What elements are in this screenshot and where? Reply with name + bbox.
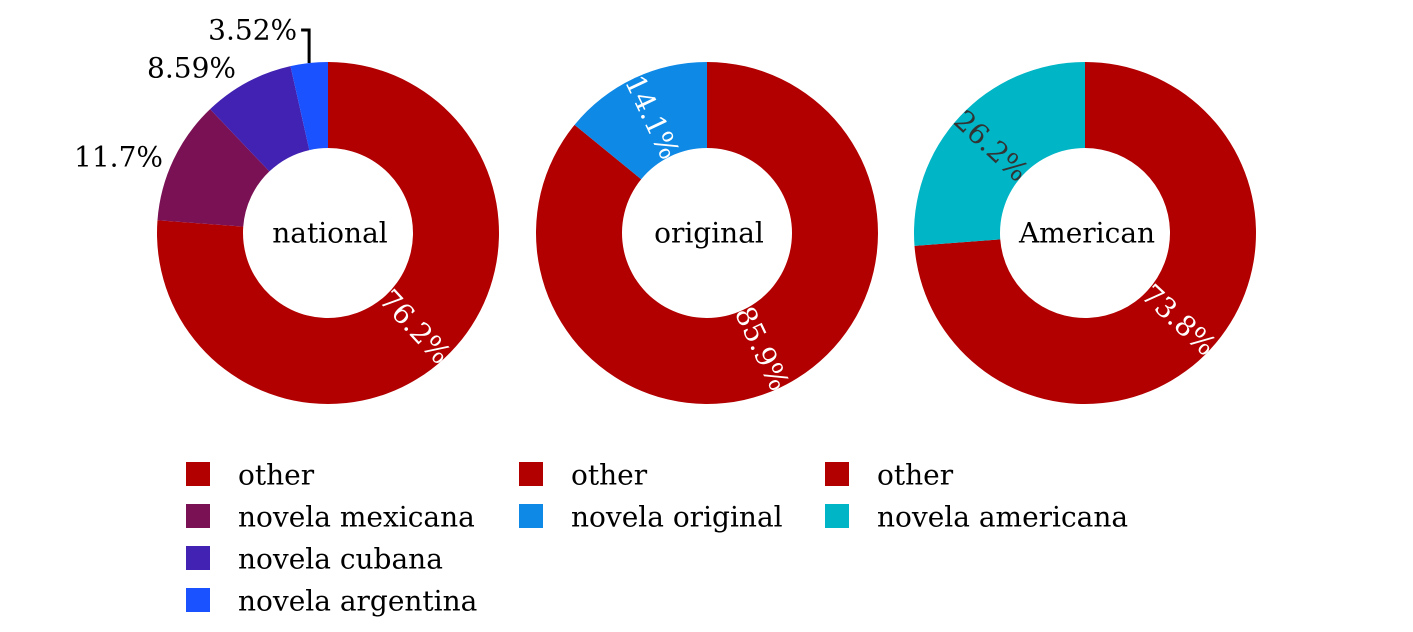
legend-swatch-2-0: [825, 462, 849, 486]
donut-slice-1-1: [574, 62, 707, 180]
donut-slice-2-1: [914, 62, 1085, 246]
donut-center-label-0: national: [272, 217, 388, 250]
legend-label-2-0: other: [877, 459, 954, 492]
legend-swatch-1-1: [519, 504, 543, 528]
donut-slice-0-2: [210, 66, 310, 172]
slice-value-label-0-1: 11.7%: [74, 141, 163, 174]
legend-swatch-0-3: [186, 588, 210, 612]
donut-slice-0-1: [157, 109, 270, 227]
legend-label-0-1: novela mexicana: [238, 501, 475, 534]
donut-slice-2-0: [914, 62, 1256, 404]
leader-line-0-3: [301, 28, 311, 63]
legend-label-0-3: novela argentina: [238, 585, 477, 618]
legend-swatch-2-1: [825, 504, 849, 528]
slice-value-label-0-2: 8.59%: [147, 52, 236, 85]
donut-slice-1-0: [536, 62, 878, 405]
legend-label-0-2: novela cubana: [238, 543, 443, 576]
donut-center-label-2: American: [1018, 217, 1155, 250]
legend-label-0-0: other: [238, 459, 315, 492]
donut-slice-0-3: [290, 62, 328, 151]
legend-swatch-0-2: [186, 546, 210, 570]
legend-label-1-1: novela original: [571, 501, 783, 534]
legend-swatch-0-1: [186, 504, 210, 528]
legend-label-2-1: novela americana: [877, 501, 1128, 534]
slice-value-label-0-3: 3.52%: [208, 14, 297, 47]
donut-slice-0-0: [157, 62, 499, 405]
legend-swatch-1-0: [519, 462, 543, 486]
legend-swatch-0-0: [186, 462, 210, 486]
legend-label-1-0: other: [571, 459, 648, 492]
donut-center-label-1: original: [654, 217, 764, 250]
